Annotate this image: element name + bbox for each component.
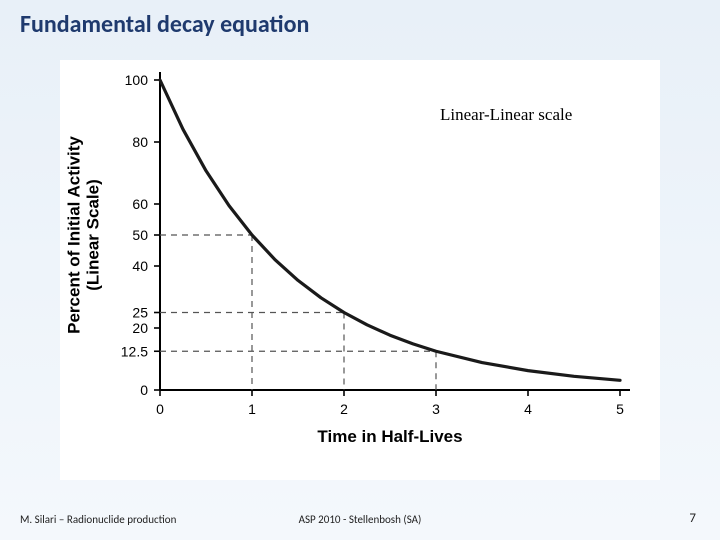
svg-text:40: 40 [132, 258, 148, 274]
page-number: 7 [689, 511, 696, 526]
slide: Fundamental decay equation 0123450204060… [0, 0, 720, 540]
decay-chart: 01234502040608010012.52550Time in Half-L… [60, 60, 660, 480]
svg-text:4: 4 [524, 401, 532, 417]
svg-text:100: 100 [125, 72, 149, 88]
svg-text:25: 25 [132, 305, 148, 321]
svg-text:3: 3 [432, 401, 440, 417]
svg-text:(Linear Scale): (Linear Scale) [84, 179, 103, 291]
svg-text:80: 80 [132, 134, 148, 150]
svg-text:5: 5 [616, 401, 624, 417]
svg-text:Percent of Initial Activity: Percent of Initial Activity [65, 136, 84, 334]
svg-text:0: 0 [156, 401, 164, 417]
svg-text:20: 20 [132, 320, 148, 336]
svg-text:Time in Half-Lives: Time in Half-Lives [317, 427, 462, 446]
svg-text:12.5: 12.5 [121, 343, 148, 359]
svg-text:1: 1 [248, 401, 256, 417]
svg-text:60: 60 [132, 196, 148, 212]
footer-event: ASP 2010 - Stellenbosh (SA) [0, 513, 720, 526]
svg-text:0: 0 [140, 382, 148, 398]
svg-text:50: 50 [132, 227, 148, 243]
chart-annotation: Linear-Linear scale [440, 105, 572, 125]
page-title: Fundamental decay equation [20, 10, 309, 39]
svg-text:2: 2 [340, 401, 348, 417]
